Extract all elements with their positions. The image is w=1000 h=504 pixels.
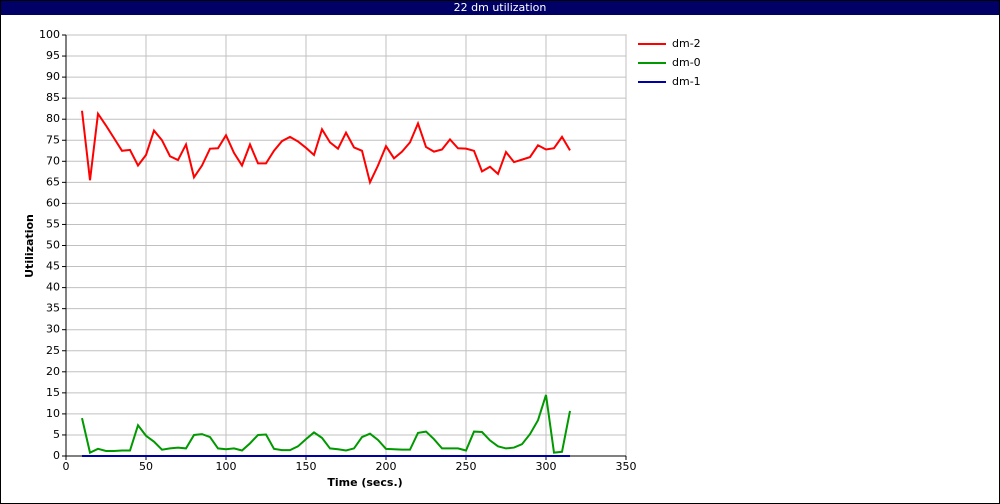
y-tick-label: 15	[46, 386, 60, 399]
y-tick-label: 100	[39, 28, 60, 41]
x-tick-label: 300	[536, 460, 557, 473]
y-tick-label: 90	[46, 70, 60, 83]
x-tick-label: 200	[376, 460, 397, 473]
legend-label: dm-0	[672, 56, 701, 69]
y-tick-label: 25	[46, 344, 60, 357]
series-line	[81, 394, 571, 455]
y-axis-title: Utilization	[23, 214, 36, 278]
title-bar	[1, 1, 999, 15]
x-tick-label: 250	[456, 460, 477, 473]
x-tick-label: 0	[63, 460, 70, 473]
legend-label: dm-1	[672, 75, 701, 88]
x-tick-label: 100	[216, 460, 237, 473]
y-tick-label: 30	[46, 323, 60, 336]
x-tick-label: 150	[296, 460, 317, 473]
y-tick-label: 0	[53, 449, 60, 462]
y-tick-label: 70	[46, 154, 60, 167]
y-tick-label: 20	[46, 365, 60, 378]
y-tick-label: 75	[46, 133, 60, 146]
y-tick-label: 55	[46, 217, 60, 230]
y-tick-label: 45	[46, 260, 60, 273]
chart-title: 22 dm utilization	[454, 1, 547, 14]
y-tick-label: 35	[46, 302, 60, 315]
series-line	[81, 110, 571, 186]
y-tick-label: 10	[46, 407, 60, 420]
x-tick-label: 50	[139, 460, 153, 473]
y-tick-label: 95	[46, 49, 60, 62]
y-tick-label: 60	[46, 196, 60, 209]
y-tick-label: 40	[46, 281, 60, 294]
y-tick-label: 65	[46, 175, 60, 188]
y-tick-label: 85	[46, 91, 60, 104]
y-tick-label: 80	[46, 112, 60, 125]
x-axis-title: Time (secs.)	[327, 476, 402, 489]
y-tick-label: 5	[53, 428, 60, 441]
x-tick-label: 350	[616, 460, 637, 473]
y-tick-label: 50	[46, 239, 60, 252]
legend-label: dm-2	[672, 37, 701, 50]
